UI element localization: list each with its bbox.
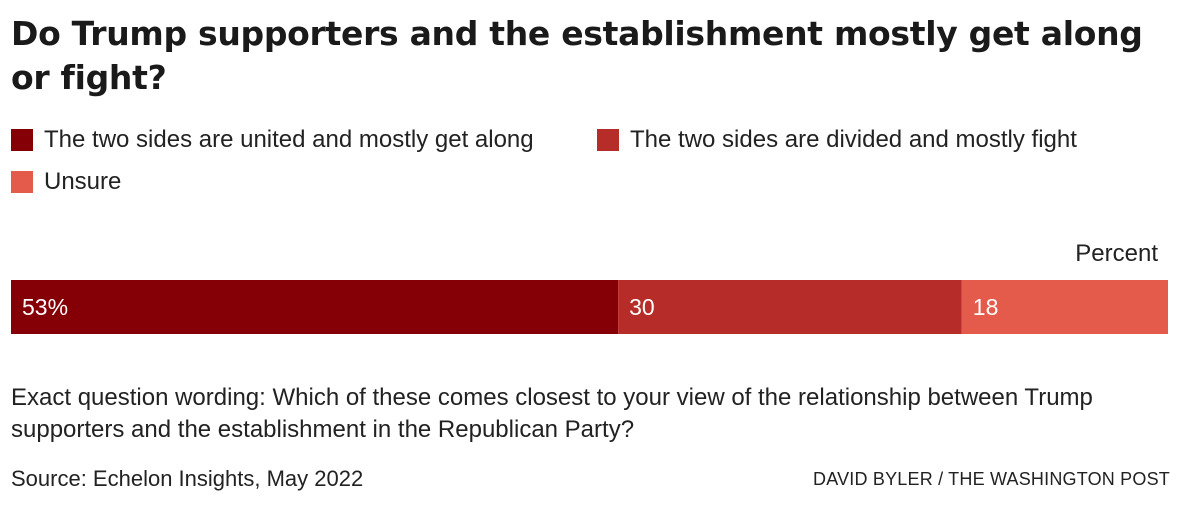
source-note: Source: Echelon Insights, May 2022	[11, 466, 364, 491]
legend-label-divided: The two sides are divided and mostly fig…	[630, 126, 1077, 153]
bar-label-divided: 30	[629, 294, 655, 320]
legend-item-divided: The two sides are divided and mostly fig…	[597, 126, 1077, 154]
legend-swatch-united	[11, 129, 33, 151]
chart-title: Do Trump supporters and the establishmen…	[11, 14, 1143, 97]
legend-label-unsure: Unsure	[44, 168, 122, 195]
legend-swatch-unsure	[11, 171, 33, 193]
bar-segment-unsure	[961, 280, 1168, 334]
bar-segment-united	[11, 280, 619, 334]
unit-label: Percent	[1075, 240, 1158, 267]
legend-swatch-divided	[597, 129, 619, 151]
legend-item-united: The two sides are united and mostly get …	[11, 126, 534, 154]
question-wording-note: Exact question wording: Which of these c…	[11, 384, 1093, 443]
bar-label-unsure: 18	[973, 294, 999, 320]
bar-segment-divided	[618, 280, 962, 334]
legend-label-united: The two sides are united and mostly get …	[44, 126, 534, 153]
legend-item-unsure: Unsure	[11, 168, 121, 196]
credit-line: DAVID BYLER / THE WASHINGTON POST	[813, 469, 1170, 489]
bar-label-united: 53%	[22, 294, 68, 320]
